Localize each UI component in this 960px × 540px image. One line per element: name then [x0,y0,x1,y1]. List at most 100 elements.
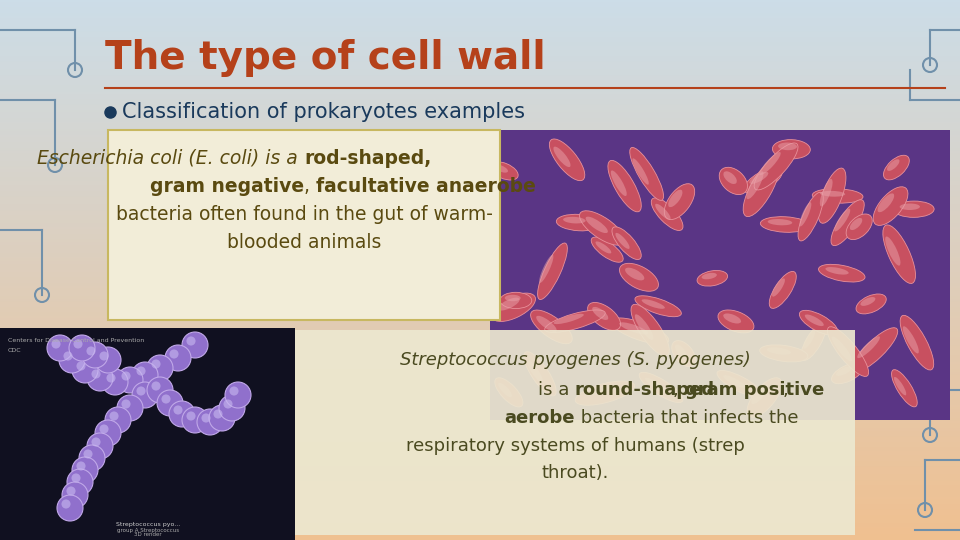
Ellipse shape [580,211,625,245]
Ellipse shape [675,345,686,357]
Ellipse shape [527,360,542,382]
Circle shape [59,347,85,373]
Text: throat).: throat). [541,464,609,482]
Ellipse shape [645,378,667,393]
Ellipse shape [588,302,620,330]
Ellipse shape [619,264,659,291]
Ellipse shape [697,271,728,286]
Ellipse shape [608,160,641,212]
Ellipse shape [631,305,669,356]
Circle shape [71,474,81,483]
Ellipse shape [750,172,768,184]
Ellipse shape [772,278,785,296]
Text: Classification of prokaryotes examples: Classification of prokaryotes examples [122,102,525,122]
Ellipse shape [902,326,919,354]
Ellipse shape [743,160,780,217]
Ellipse shape [894,377,906,395]
Circle shape [152,360,160,368]
Text: 3D render: 3D render [134,532,162,537]
Circle shape [147,377,173,403]
Ellipse shape [846,214,873,240]
Circle shape [136,387,146,395]
Circle shape [122,400,131,409]
Ellipse shape [752,384,768,404]
Ellipse shape [723,375,746,388]
Ellipse shape [611,171,627,196]
Text: Streptococcus pyogenes (S. pyogenes): Streptococcus pyogenes (S. pyogenes) [399,351,751,369]
Ellipse shape [639,372,683,402]
Circle shape [122,372,131,381]
Circle shape [186,411,196,421]
Ellipse shape [490,161,518,180]
Ellipse shape [804,314,824,326]
Circle shape [107,374,115,382]
Ellipse shape [883,156,909,180]
Ellipse shape [852,328,898,372]
Circle shape [147,355,173,381]
Circle shape [161,394,171,403]
Text: blooded animals: blooded animals [227,233,381,252]
Circle shape [132,362,158,388]
Circle shape [100,424,108,434]
Ellipse shape [718,310,754,333]
Circle shape [197,409,223,435]
Circle shape [109,411,118,421]
Ellipse shape [635,314,654,340]
Circle shape [84,449,92,458]
Circle shape [95,347,121,373]
Circle shape [224,400,232,409]
Circle shape [219,395,245,421]
Circle shape [67,469,93,495]
Ellipse shape [655,204,671,220]
Ellipse shape [554,314,584,324]
Circle shape [72,357,98,383]
Circle shape [72,457,98,483]
Ellipse shape [672,341,696,367]
Text: round-shaped: round-shaped [575,381,715,399]
Text: facultative anaerobe: facultative anaerobe [316,178,536,197]
Circle shape [66,487,76,496]
Circle shape [105,407,131,433]
Ellipse shape [900,315,934,370]
Ellipse shape [856,294,886,314]
Ellipse shape [831,363,863,384]
Ellipse shape [505,295,520,301]
Ellipse shape [641,299,665,309]
Ellipse shape [625,268,644,280]
Text: aerobe: aerobe [505,409,575,427]
Text: bacteria that infects the: bacteria that infects the [575,409,799,427]
Circle shape [91,437,101,447]
Ellipse shape [759,345,808,362]
Ellipse shape [860,297,876,306]
Text: rod-shaped,: rod-shaped, [304,148,431,167]
Ellipse shape [492,293,536,321]
Ellipse shape [591,237,623,262]
Text: is a: is a [538,381,575,399]
Circle shape [102,369,128,395]
Circle shape [174,406,182,415]
Ellipse shape [857,336,880,358]
Circle shape [77,361,85,370]
Ellipse shape [744,167,782,193]
Circle shape [63,352,73,361]
Text: CDC: CDC [8,348,22,353]
Text: bacteria often found in the gut of warm-: bacteria often found in the gut of warm- [115,206,492,225]
Ellipse shape [759,152,780,175]
Circle shape [186,336,196,346]
Circle shape [157,390,183,416]
Circle shape [169,401,195,427]
Ellipse shape [819,265,865,282]
Circle shape [225,382,251,408]
Text: ,: , [304,178,316,197]
Ellipse shape [611,318,669,344]
Circle shape [182,332,208,358]
Ellipse shape [544,310,605,333]
Ellipse shape [717,370,762,397]
Circle shape [209,405,235,431]
Ellipse shape [615,233,630,249]
Ellipse shape [719,167,748,194]
Circle shape [170,349,179,359]
Ellipse shape [531,310,572,344]
Ellipse shape [651,198,683,231]
Circle shape [117,395,143,421]
